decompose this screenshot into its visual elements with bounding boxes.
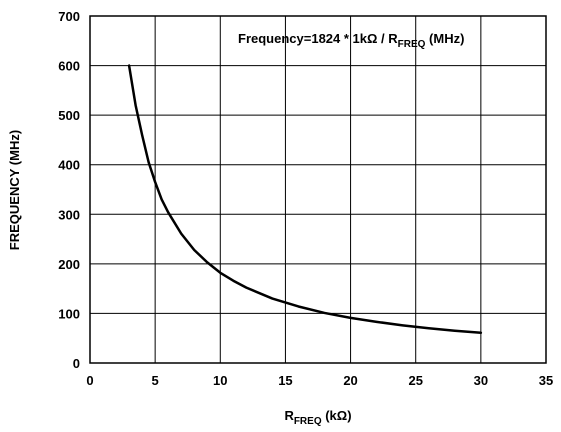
x-tick-label-15: 15: [278, 373, 292, 388]
y-tick-label-200: 200: [58, 257, 80, 272]
x-tick-label-30: 30: [474, 373, 488, 388]
series-line-0: [127, 64, 483, 335]
y-tick-label-300: 300: [58, 207, 80, 222]
y-tick-label-600: 600: [58, 59, 80, 74]
y-tick-label-500: 500: [58, 108, 80, 123]
y-axis-title: FREQUENCY (MHz): [7, 130, 22, 250]
y-tick-label-400: 400: [58, 158, 80, 173]
x-tick-label-5: 5: [152, 373, 159, 388]
x-tick-label-25: 25: [408, 373, 422, 388]
y-tick-label-0: 0: [73, 356, 80, 371]
equation-annotation: Frequency=1824 * 1kΩ / RFREQ (MHz): [238, 31, 464, 50]
x-axis-title: RFREQ (kΩ): [284, 408, 351, 427]
x-tick-label-35: 35: [539, 373, 553, 388]
x-tick-label-20: 20: [343, 373, 357, 388]
series-layer: [127, 64, 483, 335]
x-tick-label-0: 0: [86, 373, 93, 388]
y-tick-label-700: 700: [58, 9, 80, 24]
plot-frame: [89, 15, 547, 364]
tick-labels: 0 5 10 15 20 25 30 35 0 100 200 300 400 500 600 700: [58, 9, 553, 388]
y-tick-label-100: 100: [58, 306, 80, 321]
x-tick-label-10: 10: [213, 373, 227, 388]
grid-layer: [90, 16, 546, 363]
